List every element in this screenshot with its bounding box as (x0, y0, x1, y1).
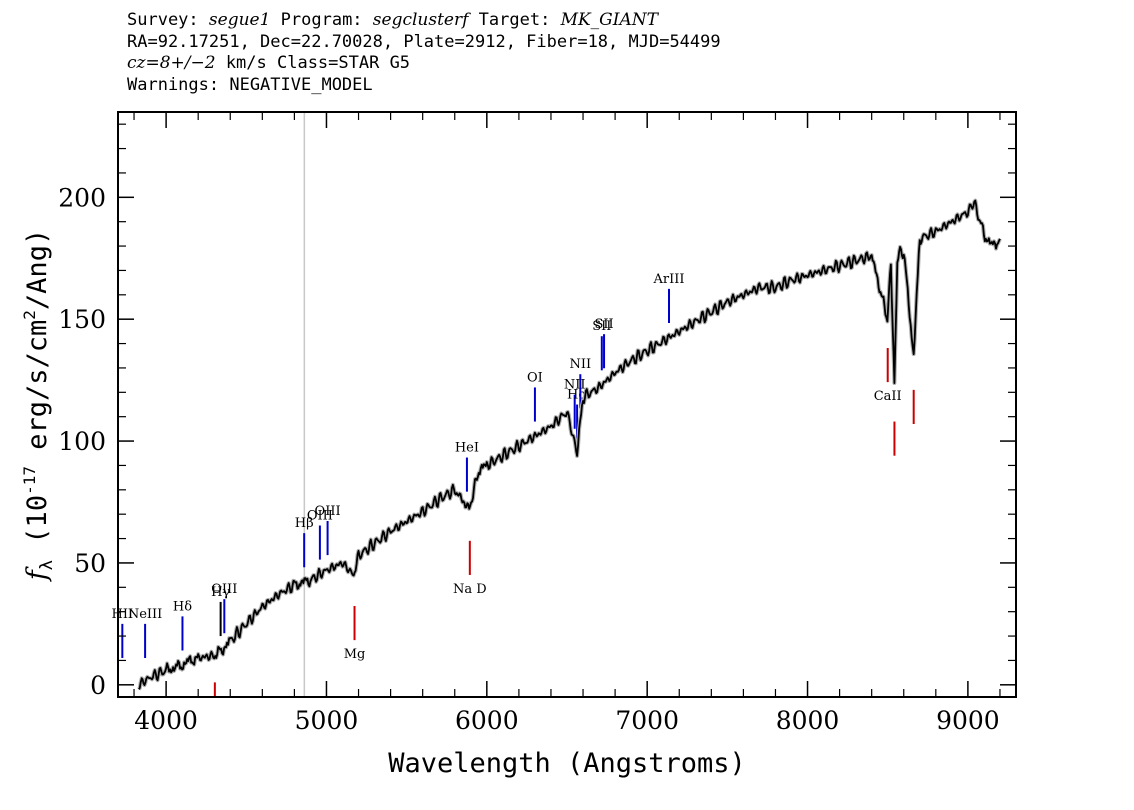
program-label: Program: (280, 10, 363, 30)
target-value: MK_GIANT (560, 10, 658, 30)
emission-line-label: SII (594, 317, 613, 332)
header-line-redshift: cz=8+/−2 km/s Class=STAR G5 (127, 53, 721, 75)
spectrum-error-band (137, 198, 1002, 691)
x-tick-label: 8000 (776, 706, 840, 735)
survey-value: segue1 (208, 10, 271, 30)
target-label: Target: (478, 10, 551, 30)
x-axis-title: Wavelength (Angstroms) (388, 748, 746, 779)
header-line-survey: Survey: segue1 Program: segclusterf Targ… (127, 10, 721, 32)
x-tick-label: 7000 (615, 706, 679, 735)
y-axis-title: fλ (10-17 erg/s/cm2/Ang) (20, 229, 57, 582)
absorption-line-label: Mg (344, 647, 366, 662)
cz-value: cz=8+/−2 (127, 53, 216, 73)
y-tick-label: 150 (58, 305, 106, 334)
x-tick-label: 6000 (455, 706, 519, 735)
emission-line-label: Hα (567, 388, 587, 403)
y-tick-label: 50 (74, 549, 106, 578)
survey-label: Survey: (127, 10, 199, 30)
emission-line-label: ArIII (652, 272, 684, 287)
header-line-warnings: Warnings: NEGATIVE_MODEL (127, 74, 373, 95)
x-tick-label: 9000 (936, 706, 1000, 735)
x-tick-label: 5000 (295, 706, 359, 735)
emission-line-label: OI (527, 370, 543, 385)
emission-line-label: Hδ (173, 599, 192, 614)
series-layer (137, 198, 1002, 691)
plot-frame (117, 111, 1017, 698)
tick-layer: 4000 5000 6000 7000 8000 9000 0 50 100 150 200 (58, 112, 1016, 735)
emission-line-label: OIII (315, 504, 341, 519)
x-tick-label: 4000 (134, 706, 198, 735)
absorption-line-label: Na D (453, 582, 487, 597)
y-tick-label: 0 (90, 671, 106, 700)
spectrum-line-0 (138, 199, 1001, 690)
emission-line-label: HII (112, 607, 134, 622)
emission-line-label: SII (592, 319, 611, 334)
emission-line-label: Hβ (295, 516, 314, 531)
emission-line-label: NeIII (128, 607, 162, 622)
absorption-line-label: CaII (874, 389, 902, 404)
spectrum-header: Survey: segue1 Program: segclusterf Targ… (127, 10, 721, 96)
program-value: segclusterf (372, 10, 469, 30)
emission-line-label: OIII (307, 508, 333, 523)
emission-line-label: Hγ (211, 585, 230, 600)
class-text: km/s Class=STAR G5 (215, 53, 411, 73)
y-tick-label: 100 (58, 427, 106, 456)
emission-line-label: NII (569, 357, 591, 372)
header-line-coordinates: RA=92.17251, Dec=22.70028, Plate=2912, F… (127, 31, 721, 52)
y-tick-label: 200 (58, 183, 106, 212)
emission-line-label: HeI (455, 441, 479, 456)
emission-line-label: OIII (211, 582, 237, 597)
